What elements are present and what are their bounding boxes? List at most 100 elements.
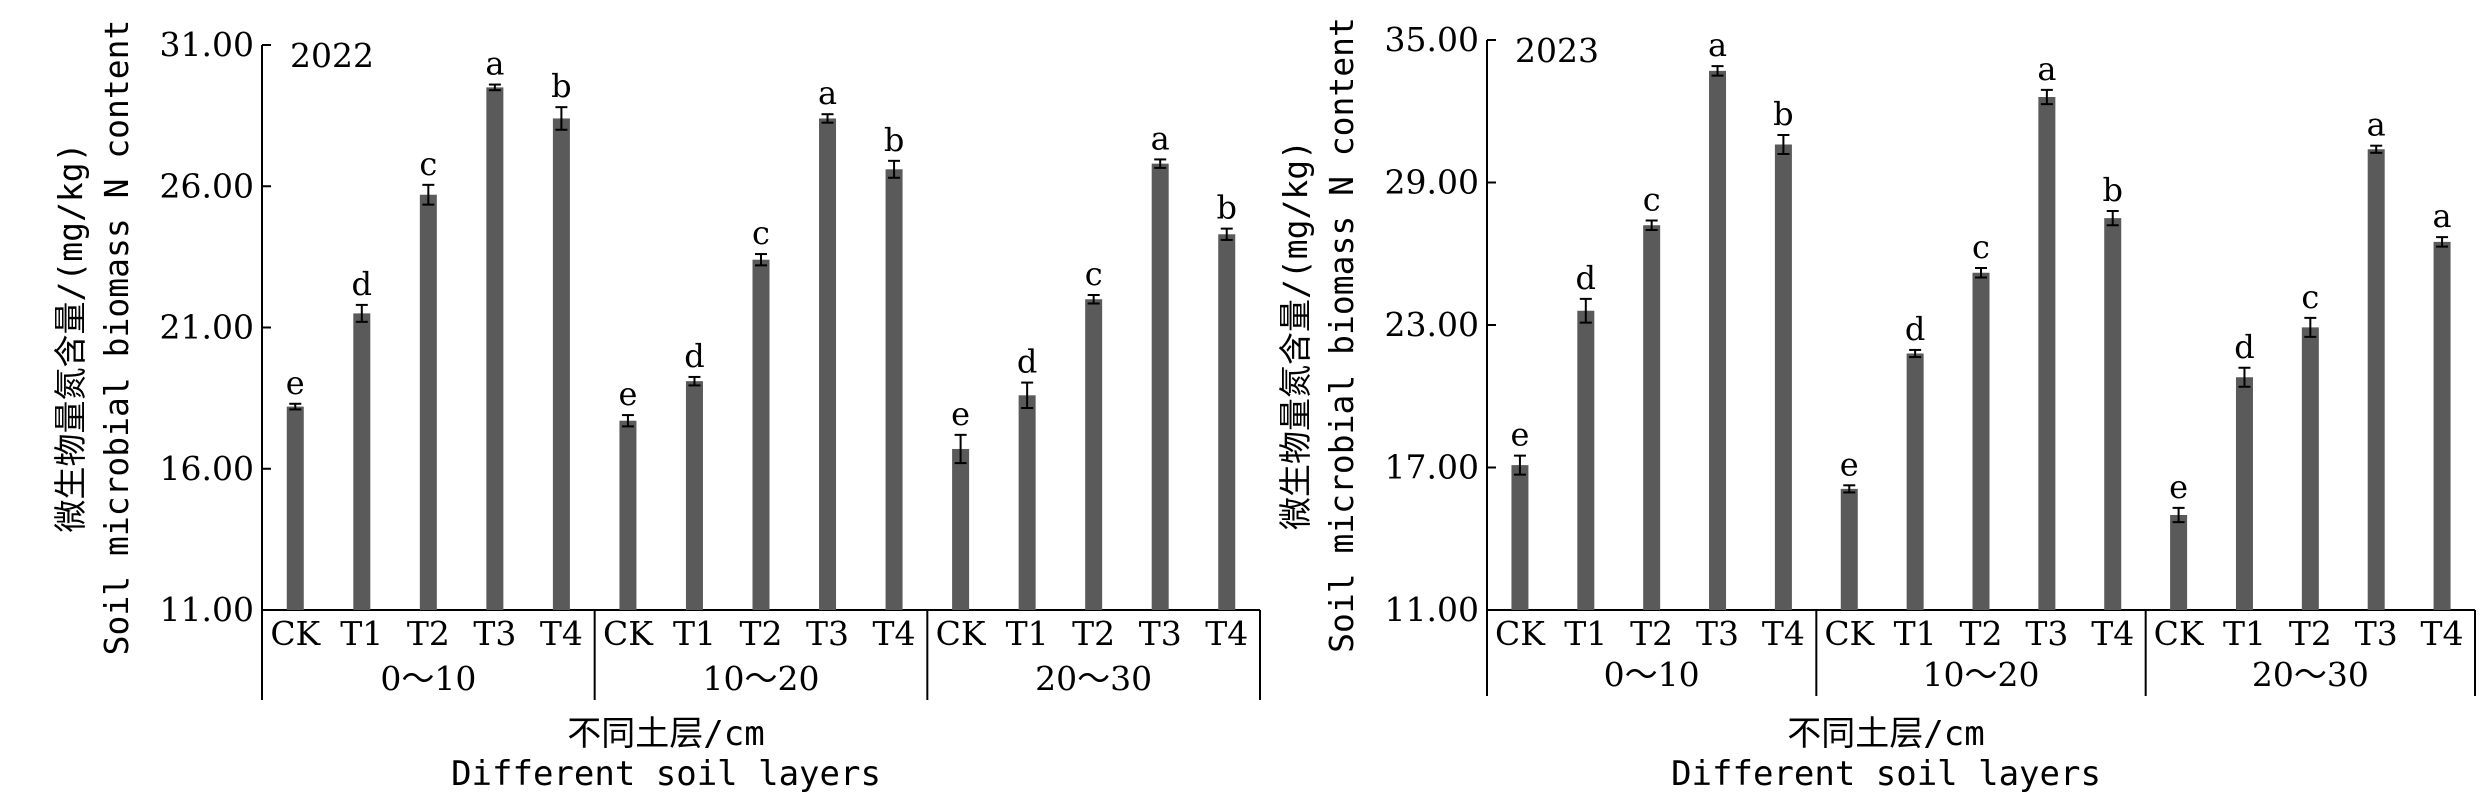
group-label: 0～10: [380, 659, 476, 698]
y-tick-label: 11.00: [160, 590, 254, 629]
x-axis-title-cn: 不同土层/cm: [567, 714, 764, 754]
y-tick-label: 35.00: [1385, 20, 1479, 59]
significance-letter: d: [684, 337, 704, 375]
bar: [752, 259, 770, 610]
significance-letter: e: [618, 375, 637, 413]
bar: [2433, 241, 2451, 610]
bar: [1906, 353, 1924, 610]
bar: [1151, 163, 1169, 610]
category-label: CK: [270, 614, 321, 653]
bar: [1972, 272, 1990, 610]
y-tick-label: 29.00: [1385, 163, 1479, 202]
category-label: T2: [407, 614, 450, 653]
significance-letter: e: [1510, 416, 1529, 454]
bar: [1577, 310, 1595, 610]
significance-letter: c: [752, 214, 770, 252]
category-label: T1: [1564, 614, 1607, 653]
category-label: T3: [2025, 614, 2068, 653]
bar: [419, 194, 437, 610]
significance-letter: b: [551, 67, 571, 105]
group-label: 0～10: [1604, 655, 1700, 694]
category-label: T4: [1205, 614, 1248, 653]
significance-letter: a: [1708, 26, 1727, 64]
group-label: 10～20: [1923, 655, 2040, 694]
chart-panel-2022: 11.00 16.00 21.00 26.00 31.00 2022 0～10 e CK d T1 c…: [51, 20, 1261, 794]
category-label: T3: [2355, 614, 2398, 653]
bar: [2367, 149, 2385, 610]
bar: [552, 118, 570, 610]
category-label: T1: [1894, 614, 1937, 653]
chart-panel-2023: 11.00 17.00 23.00 29.00 35.00 2023 0～10 e CK d T1 c…: [1276, 17, 2476, 794]
bar: [2170, 515, 2188, 610]
bar: [2104, 218, 2122, 610]
category-label: T3: [806, 614, 849, 653]
category-label: T2: [1959, 614, 2002, 653]
category-label: T2: [1630, 614, 1673, 653]
bar: [1643, 225, 1661, 610]
category-label: T2: [739, 614, 782, 653]
significance-letter: a: [2433, 197, 2452, 235]
significance-letter: a: [818, 74, 837, 112]
significance-letter: d: [2234, 328, 2254, 366]
y-tick-label: 11.00: [1385, 590, 1479, 629]
x-axis-title-cn: 不同土层/cm: [1787, 714, 1984, 754]
y-tick-label: 21.00: [160, 308, 254, 347]
x-axis-title-en: Different soil layers: [1671, 754, 2101, 794]
category-label: CK: [1495, 614, 1546, 653]
bar: [486, 87, 504, 610]
bar: [952, 448, 970, 610]
y-axis-title-en: Soil microbial biomass N content: [1322, 17, 1361, 653]
category-label: T4: [873, 614, 916, 653]
x-axis-title-en: Different soil layers: [451, 754, 881, 794]
bar: [819, 118, 837, 610]
bar: [1709, 70, 1727, 610]
bar: [2038, 97, 2056, 610]
bar: [2235, 377, 2253, 610]
category-label: T3: [473, 614, 516, 653]
year-annotation: 2022: [290, 36, 374, 75]
significance-letter: d: [1017, 343, 1037, 381]
bar: [1218, 234, 1236, 610]
bar: [1840, 488, 1858, 610]
significance-letter: d: [1905, 310, 1925, 348]
category-label: T4: [2091, 614, 2134, 653]
category-label: CK: [936, 614, 987, 653]
category-label: T3: [1696, 614, 1739, 653]
significance-letter: a: [1151, 119, 1170, 157]
category-label: T1: [673, 614, 716, 653]
significance-letter: a: [2037, 50, 2056, 88]
significance-letter: c: [1972, 228, 1990, 266]
significance-letter: b: [1773, 95, 1793, 133]
significance-letter: e: [2169, 468, 2188, 506]
group-label: 10～20: [703, 659, 820, 698]
bar: [619, 420, 637, 610]
significance-letter: b: [2102, 171, 2122, 209]
y-tick-label: 23.00: [1385, 305, 1479, 344]
category-label: CK: [1824, 614, 1875, 653]
y-axis-title-cn: 微生物量氮含量/(mg/kg): [51, 143, 90, 533]
significance-letter: c: [2301, 278, 2319, 316]
category-label: T4: [2421, 614, 2464, 653]
category-label: T1: [1006, 614, 1049, 653]
significance-letter: e: [286, 364, 305, 402]
bar: [1774, 144, 1792, 610]
significance-letter: c: [1085, 255, 1103, 293]
y-tick-label: 16.00: [160, 449, 254, 488]
bar: [685, 381, 703, 610]
significance-letter: c: [1643, 181, 1661, 219]
category-label: CK: [2154, 614, 2205, 653]
y-tick-label: 26.00: [160, 166, 254, 205]
significance-letter: d: [1576, 259, 1596, 297]
significance-letter: c: [419, 145, 437, 183]
category-label: T1: [2223, 614, 2266, 653]
bar: [1085, 299, 1103, 610]
category-label: T4: [1762, 614, 1805, 653]
y-axis-title-en: Soil microbial biomass N content: [97, 20, 136, 656]
significance-letter: b: [1216, 189, 1236, 227]
significance-letter: a: [485, 45, 504, 83]
category-label: T2: [2289, 614, 2332, 653]
y-axis-title-cn: 微生物量氮含量/(mg/kg): [1276, 140, 1315, 530]
y-tick-label: 17.00: [1385, 448, 1479, 487]
y-tick-label: 31.00: [160, 25, 254, 64]
